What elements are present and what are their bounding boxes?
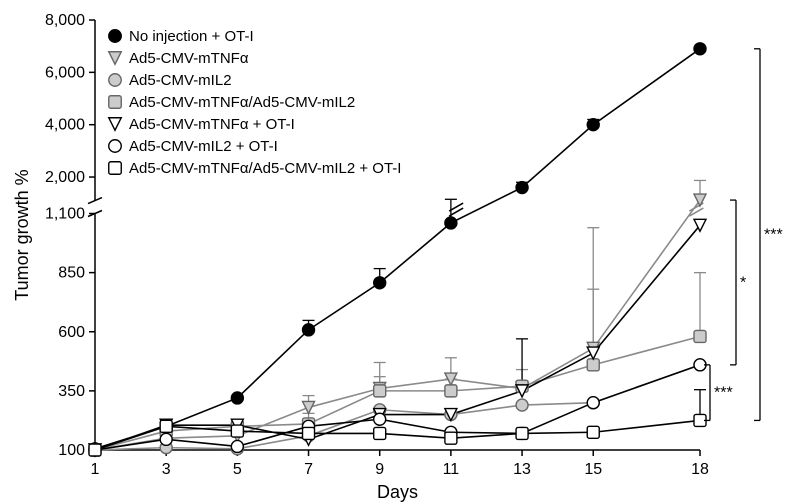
- svg-text:6,000: 6,000: [45, 64, 85, 81]
- svg-text:8,000: 8,000: [45, 12, 85, 29]
- svg-text:18: 18: [691, 461, 709, 478]
- svg-text:13: 13: [513, 461, 531, 478]
- svg-text:11: 11: [443, 461, 460, 478]
- svg-text:Ad5-CMV-mTNFα + OT-I: Ad5-CMV-mTNFα + OT-I: [129, 116, 295, 133]
- svg-text:600: 600: [58, 324, 85, 341]
- svg-text:Tumor growth %: Tumor growth %: [12, 169, 32, 300]
- tumor-growth-chart: 1003506008501,1002,0004,0006,0008,000135…: [0, 0, 793, 504]
- svg-text:Ad5-CMV-mTNFα/Ad5-CMV-mIL2 + O: Ad5-CMV-mTNFα/Ad5-CMV-mIL2 + OT-I: [129, 160, 401, 177]
- svg-text:***: ***: [714, 385, 733, 402]
- svg-text:***: ***: [764, 227, 783, 244]
- svg-text:15: 15: [584, 461, 602, 478]
- svg-text:Ad5-CMV-mTNFα: Ad5-CMV-mTNFα: [129, 50, 249, 67]
- svg-text:100: 100: [58, 442, 85, 459]
- svg-text:Ad5-CMV-mTNFα/Ad5-CMV-mIL2: Ad5-CMV-mTNFα/Ad5-CMV-mIL2: [129, 94, 355, 111]
- svg-text:1: 1: [91, 461, 100, 478]
- svg-text:1,100: 1,100: [45, 206, 85, 223]
- svg-text:5: 5: [233, 461, 242, 478]
- svg-text:7: 7: [304, 461, 313, 478]
- svg-text:9: 9: [375, 461, 384, 478]
- svg-text:350: 350: [58, 383, 85, 400]
- svg-text:Days: Days: [377, 482, 418, 502]
- svg-text:*: *: [740, 274, 746, 291]
- svg-text:3: 3: [162, 461, 171, 478]
- svg-text:4,000: 4,000: [45, 117, 85, 134]
- svg-text:Ad5-CMV-mIL2: Ad5-CMV-mIL2: [129, 72, 232, 89]
- svg-text:Ad5-CMV-mIL2 + OT-I: Ad5-CMV-mIL2 + OT-I: [129, 138, 278, 155]
- svg-text:850: 850: [58, 265, 85, 282]
- svg-text:No injection + OT-I: No injection + OT-I: [129, 28, 254, 45]
- svg-text:2,000: 2,000: [45, 169, 85, 186]
